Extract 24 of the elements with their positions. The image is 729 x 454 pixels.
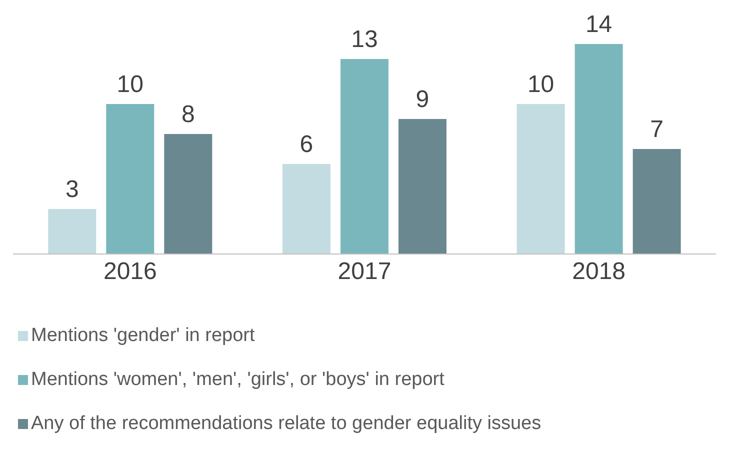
data-label: 10	[116, 71, 144, 98]
bar	[340, 59, 388, 254]
bar	[516, 104, 565, 254]
legend-label: Mentions 'women', 'men', 'girls', or 'boys' in report	[31, 368, 444, 392]
data-label: 8	[181, 101, 195, 128]
x-tick-label: 2018	[572, 258, 626, 286]
bar	[48, 209, 96, 254]
data-label: 9	[416, 86, 430, 113]
x-tick-label: 2016	[103, 258, 157, 286]
bar	[574, 44, 623, 254]
x-tick-label: 2017	[338, 258, 392, 286]
bar	[282, 164, 330, 254]
data-label: 7	[650, 116, 664, 143]
data-label: 10	[527, 71, 554, 98]
legend-label: Mentions 'gender' in report	[31, 324, 255, 348]
bar	[398, 119, 446, 254]
bar	[164, 134, 212, 254]
data-label: 3	[65, 176, 79, 203]
data-label: 13	[351, 26, 378, 53]
data-label: 6	[300, 131, 314, 158]
bar	[106, 104, 154, 254]
data-label: 14	[585, 11, 612, 38]
legend-label: Any of the recommendations relate to gender equality issues	[31, 412, 542, 436]
bar	[632, 149, 681, 254]
